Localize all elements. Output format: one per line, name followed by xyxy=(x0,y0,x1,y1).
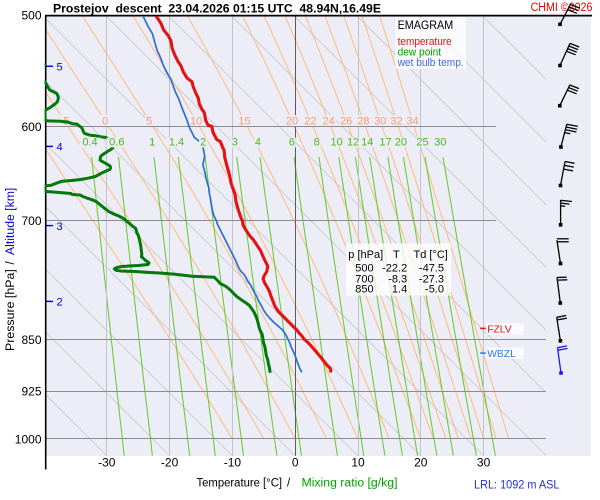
svg-text:10: 10 xyxy=(351,456,365,470)
svg-text:600: 600 xyxy=(21,120,41,134)
svg-text:30: 30 xyxy=(434,137,446,149)
svg-text:CHMI ©2026: CHMI ©2026 xyxy=(531,2,593,14)
svg-text:15: 15 xyxy=(238,115,250,127)
svg-text:22: 22 xyxy=(304,115,316,127)
svg-text:20: 20 xyxy=(286,115,298,127)
svg-text:0.4: 0.4 xyxy=(82,137,97,149)
svg-text:LRL: 1092 m ASL: LRL: 1092 m ASL xyxy=(474,480,560,492)
svg-text:500: 500 xyxy=(21,9,41,23)
svg-text:14: 14 xyxy=(361,137,373,149)
svg-text:1000: 1000 xyxy=(15,432,42,446)
svg-text:-10: -10 xyxy=(224,456,242,470)
svg-text:700: 700 xyxy=(21,214,41,228)
svg-text:700: 700 xyxy=(355,273,373,285)
svg-text:20: 20 xyxy=(414,456,428,470)
svg-text:/: / xyxy=(287,478,291,490)
svg-text:Td [°C]: Td [°C] xyxy=(414,249,448,261)
svg-text:20: 20 xyxy=(395,137,407,149)
svg-text:32: 32 xyxy=(390,115,402,127)
svg-text:Altitude [km]: Altitude [km] xyxy=(5,188,17,255)
svg-text:34: 34 xyxy=(406,115,418,127)
svg-text:WBZL: WBZL xyxy=(487,349,516,360)
svg-text:24: 24 xyxy=(322,115,334,127)
svg-text:28: 28 xyxy=(357,115,369,127)
svg-text:3: 3 xyxy=(57,221,63,233)
svg-text:10: 10 xyxy=(190,115,202,127)
svg-text:-47.5: -47.5 xyxy=(419,262,444,274)
svg-text:5: 5 xyxy=(57,61,63,73)
svg-text:Mixing ratio [g/kg]: Mixing ratio [g/kg] xyxy=(302,478,398,490)
svg-text:/: / xyxy=(5,261,17,265)
svg-text:dew point: dew point xyxy=(398,46,442,58)
svg-text:25: 25 xyxy=(416,137,428,149)
svg-text:0: 0 xyxy=(292,456,299,470)
svg-text:EMAGRAM: EMAGRAM xyxy=(398,18,454,32)
svg-text:Prostejov descent 23.04.2026: Prostejov descent 23.04.2026 01:15 UTC 4… xyxy=(53,2,381,16)
svg-text:-5.0: -5.0 xyxy=(425,283,444,295)
svg-text:-8.3: -8.3 xyxy=(388,273,407,285)
svg-text:500: 500 xyxy=(355,262,373,274)
svg-text:850: 850 xyxy=(21,333,41,347)
svg-text:26: 26 xyxy=(340,115,352,127)
svg-text:Pressure [hPa]: Pressure [hPa] xyxy=(5,269,17,351)
svg-text:8: 8 xyxy=(314,137,320,149)
svg-text:1.4: 1.4 xyxy=(169,137,184,149)
svg-text:30: 30 xyxy=(374,115,386,127)
svg-text:0.6: 0.6 xyxy=(109,137,124,149)
svg-text:30: 30 xyxy=(477,456,491,470)
svg-text:12: 12 xyxy=(347,137,359,149)
svg-text:T: T xyxy=(393,249,400,261)
svg-text:-22.2: -22.2 xyxy=(382,262,407,274)
svg-text:-30: -30 xyxy=(98,456,116,470)
svg-text:1: 1 xyxy=(149,137,155,149)
svg-text:925: 925 xyxy=(21,385,41,399)
svg-text:1.4: 1.4 xyxy=(392,283,407,295)
svg-text:temperature: temperature xyxy=(398,36,452,48)
svg-text:4: 4 xyxy=(255,137,261,149)
svg-text:6: 6 xyxy=(289,137,295,149)
svg-text:2: 2 xyxy=(57,297,63,309)
svg-text:4: 4 xyxy=(57,142,63,154)
svg-text:5: 5 xyxy=(146,115,152,127)
svg-text:-27.3: -27.3 xyxy=(419,273,444,285)
svg-text:0: 0 xyxy=(102,115,108,127)
svg-text:Temperature [°C]: Temperature [°C] xyxy=(197,478,283,490)
svg-text:FZLV: FZLV xyxy=(487,324,512,335)
svg-text:-20: -20 xyxy=(161,456,179,470)
svg-text:850: 850 xyxy=(355,283,373,295)
svg-text:10: 10 xyxy=(330,137,342,149)
svg-text:wet bulb temp.: wet bulb temp. xyxy=(397,57,464,69)
svg-text:2: 2 xyxy=(200,137,206,149)
svg-text:p [hPa]: p [hPa] xyxy=(348,249,383,261)
svg-text:3: 3 xyxy=(232,137,238,149)
svg-text:17: 17 xyxy=(379,137,391,149)
